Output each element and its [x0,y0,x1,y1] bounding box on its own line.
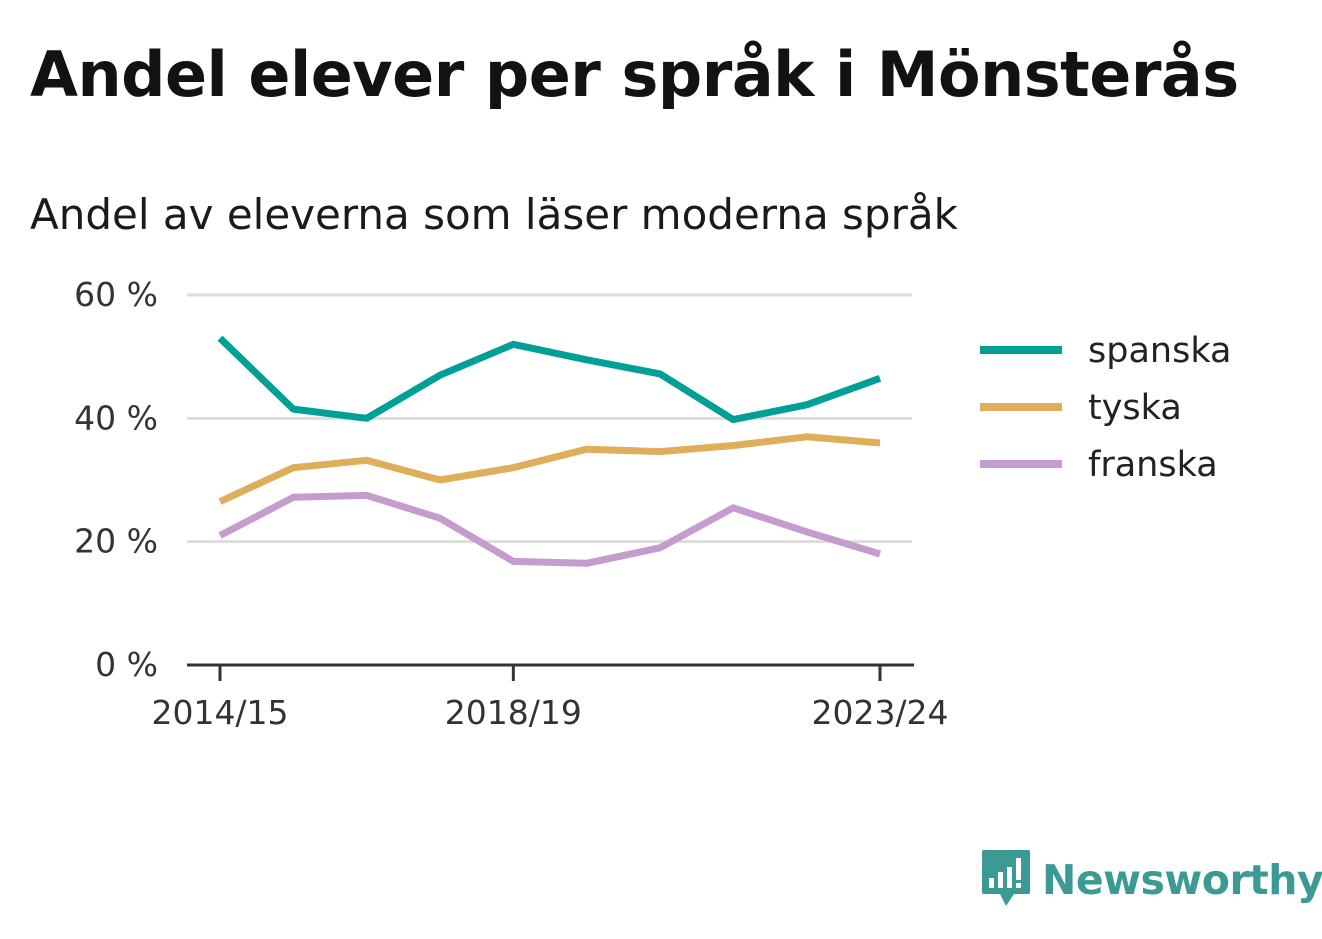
y-tick-label: 40 % [74,398,158,437]
series-line-tyska [218,433,881,505]
axes: 0 % 20 % 40 % 60 % 2014/15 2018/19 2023/24 [74,275,948,732]
legend-label-franska: franska [1088,445,1218,485]
y-tick-label: 20 % [74,522,158,561]
brand-name: Newsworthy [1042,856,1322,904]
gridlines [187,293,912,544]
series-lines [217,335,882,567]
series-line-spanska [217,335,882,424]
x-tick-label: 2018/19 [445,693,582,732]
legend-label-spanska: spanska [1088,331,1231,371]
newsworthy-logo: Newsworthy [980,850,1322,910]
chart-title: Andel elever per språk i Mönsterås [30,38,1239,111]
newsworthy-logo-icon [980,848,1032,912]
legend: spanska tyska franska [980,331,1231,485]
x-tick-label: 2023/24 [811,693,948,732]
x-tick-label: 2014/15 [151,693,288,732]
series-line-franska [218,491,882,567]
chart-subtitle: Andel av eleverna som läser moderna språ… [30,190,958,239]
y-tick-label: 60 % [74,275,158,314]
y-tick-label: 0 % [95,645,158,684]
legend-label-tyska: tyska [1088,388,1182,428]
